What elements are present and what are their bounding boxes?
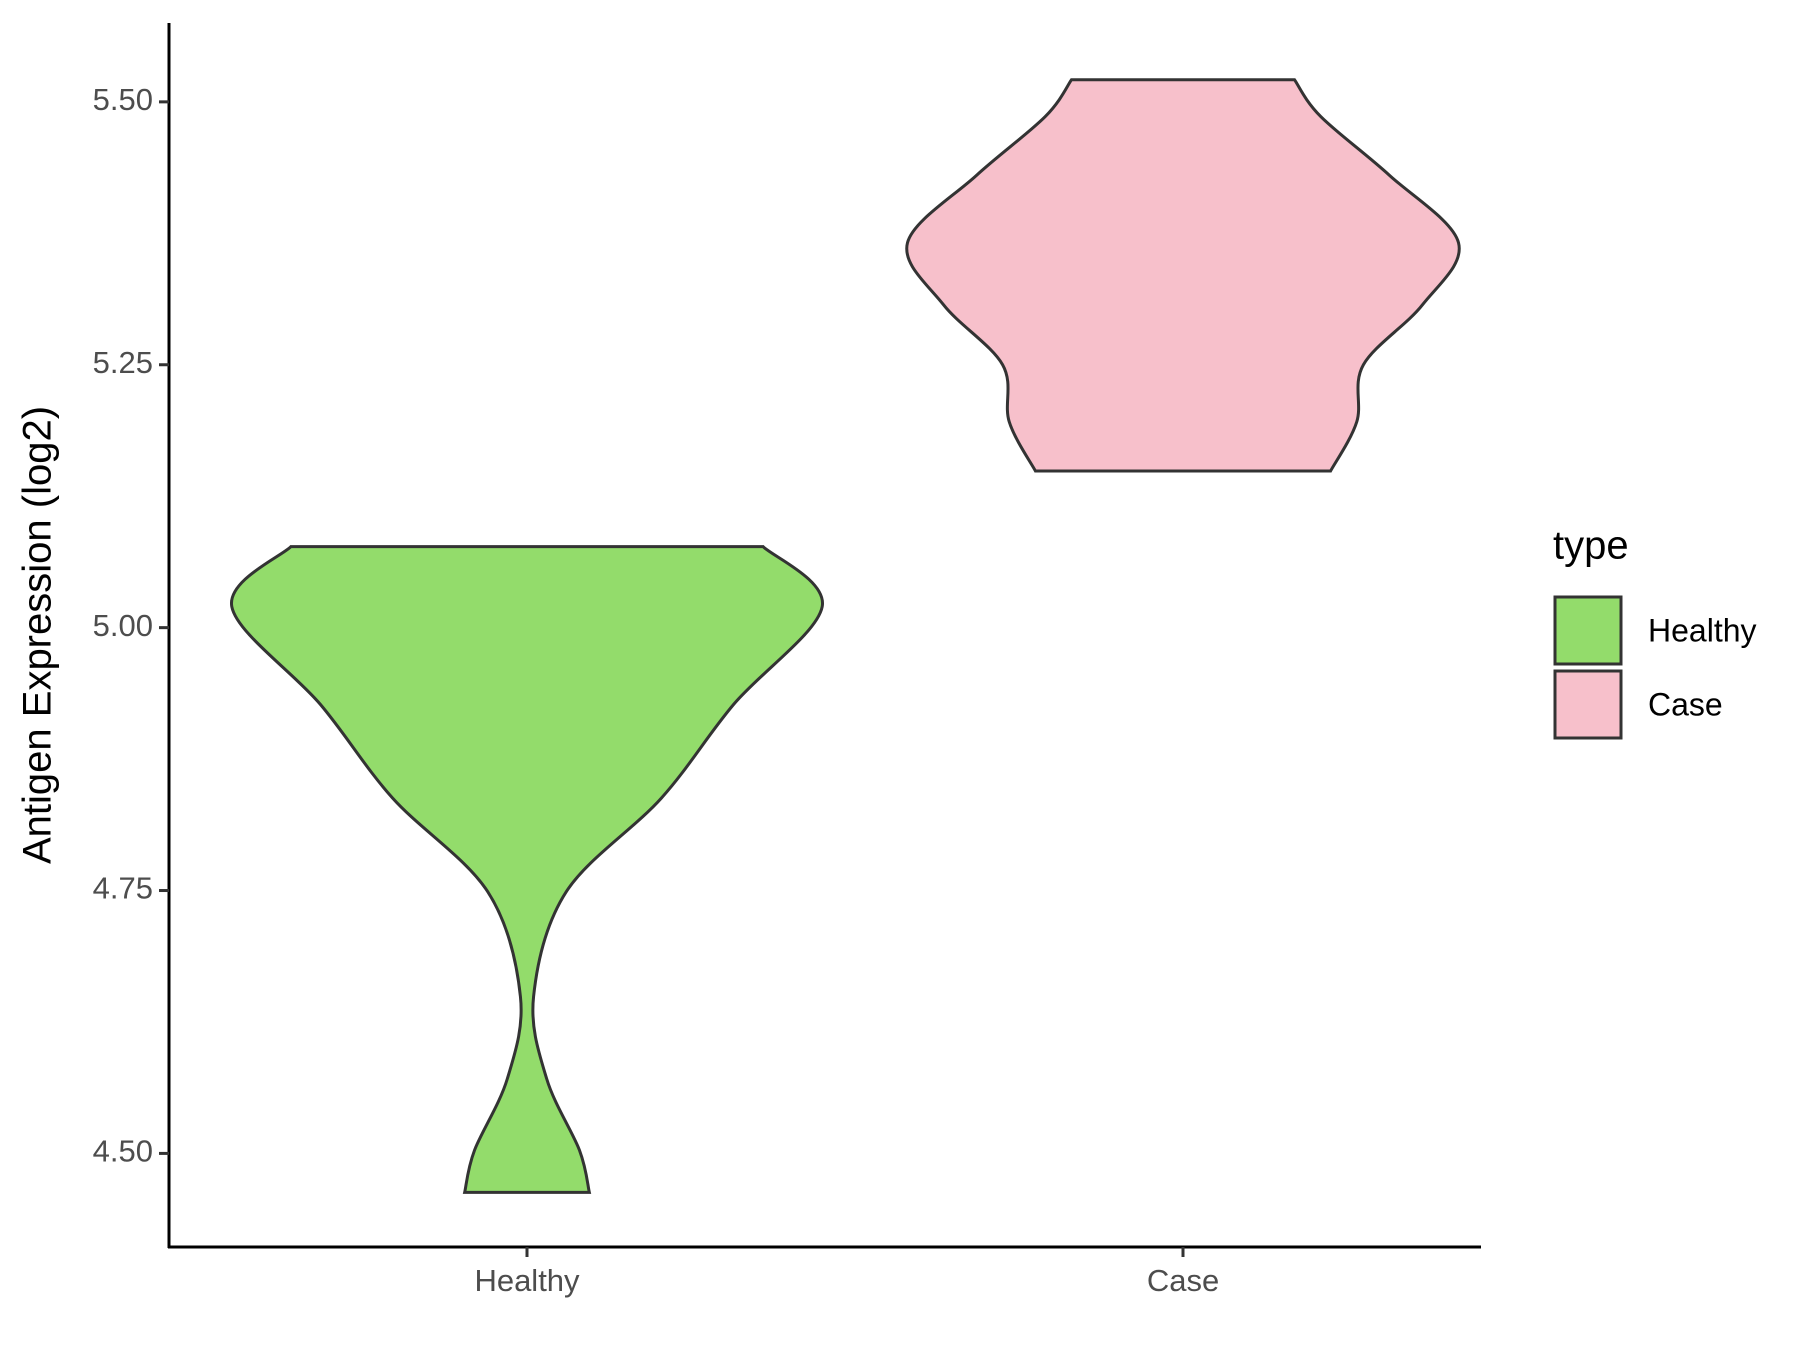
y-tick-label: 5.25: [93, 345, 153, 380]
legend-label: Healthy: [1648, 612, 1757, 648]
legend-title: type: [1553, 524, 1629, 568]
violin: [905, 78, 1461, 473]
violin: [230, 545, 824, 1194]
y-tick-label: 5.00: [93, 608, 153, 643]
x-tick-label: Healthy: [474, 1263, 580, 1298]
y-axis-label: Antigen Expression (log2): [16, 406, 60, 864]
y-tick-label: 4.75: [93, 871, 153, 906]
legend-key: [1553, 595, 1623, 666]
y-tick-label: 5.50: [93, 82, 153, 117]
legend-label: Case: [1648, 686, 1723, 722]
y-tick-label: 4.50: [93, 1134, 153, 1169]
x-tick-label: Case: [1147, 1263, 1219, 1298]
legend-key: [1553, 669, 1623, 740]
